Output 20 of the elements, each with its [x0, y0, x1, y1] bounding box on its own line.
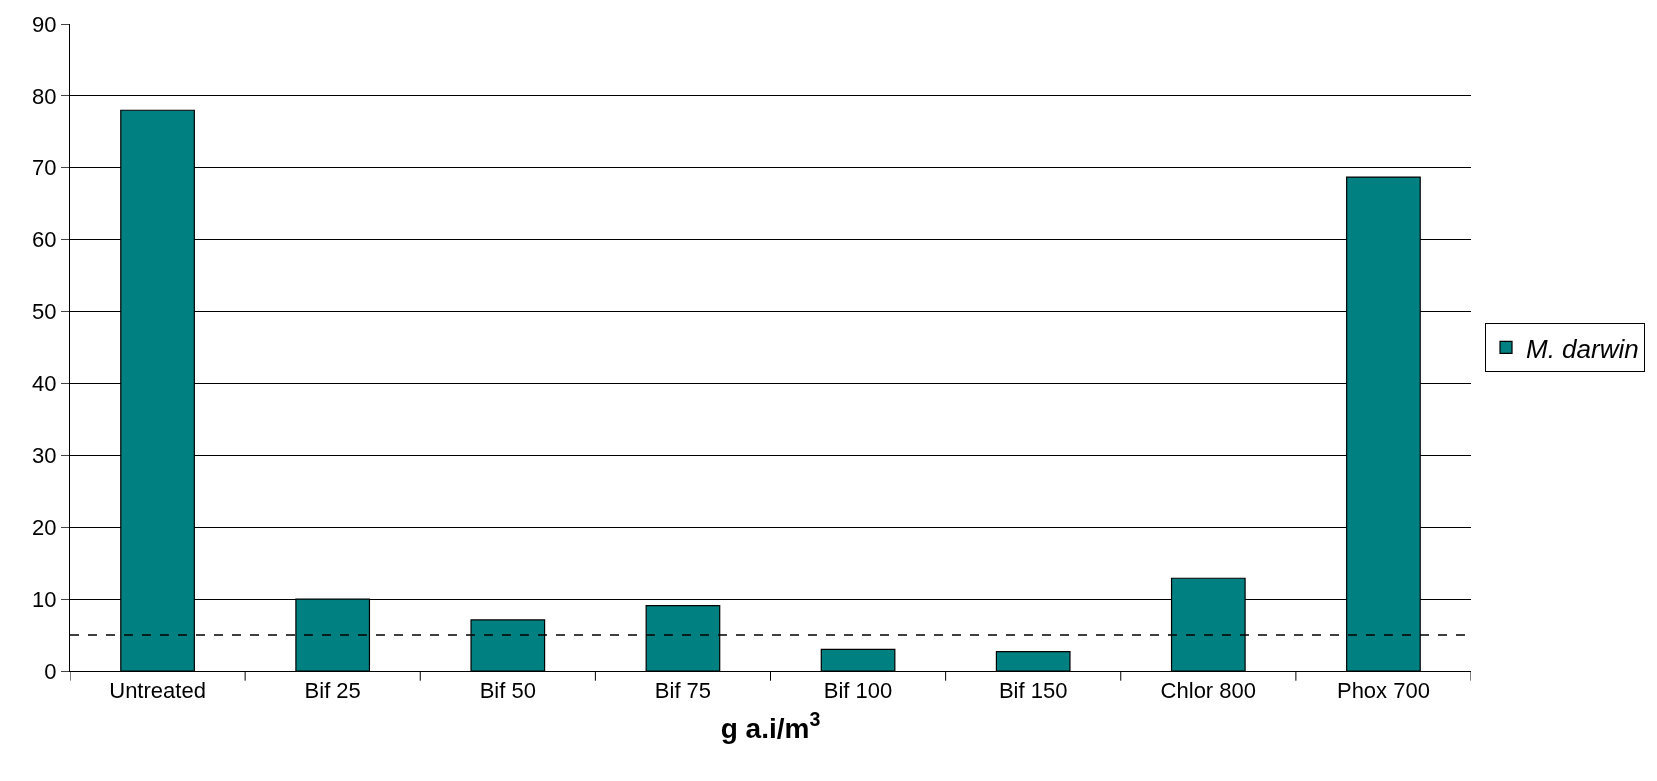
- y-tick-label: 50: [32, 299, 57, 325]
- y-tick-label: 0: [44, 658, 57, 684]
- y-tick-label: 40: [32, 371, 57, 397]
- x-tick-label: Bif 150: [998, 678, 1068, 704]
- y-tick-label: 10: [32, 586, 57, 612]
- y-tick-label: 80: [32, 83, 57, 109]
- x-tick-label: Bif 100: [823, 678, 893, 704]
- x-tick-label: Bif 50: [479, 678, 536, 704]
- legend-label: M. darwin: [1526, 333, 1639, 364]
- x-tick-label: Bif 75: [654, 678, 712, 704]
- x-axis-title: g a.i/m$^{3}$: [720, 707, 821, 744]
- y-tick-label: 20: [32, 514, 57, 540]
- x-tick-label: Chlor 800: [1160, 678, 1257, 704]
- x-tick-label: Bif 25: [304, 678, 361, 704]
- y-tick-label: 60: [32, 227, 57, 253]
- y-tick-label: 70: [32, 155, 57, 181]
- x-tick-label: Untreated: [109, 678, 206, 704]
- y-tick-label: 90: [32, 11, 57, 37]
- y-tick-label: 30: [32, 443, 57, 469]
- x-tick-label: Phox 700: [1336, 678, 1430, 704]
